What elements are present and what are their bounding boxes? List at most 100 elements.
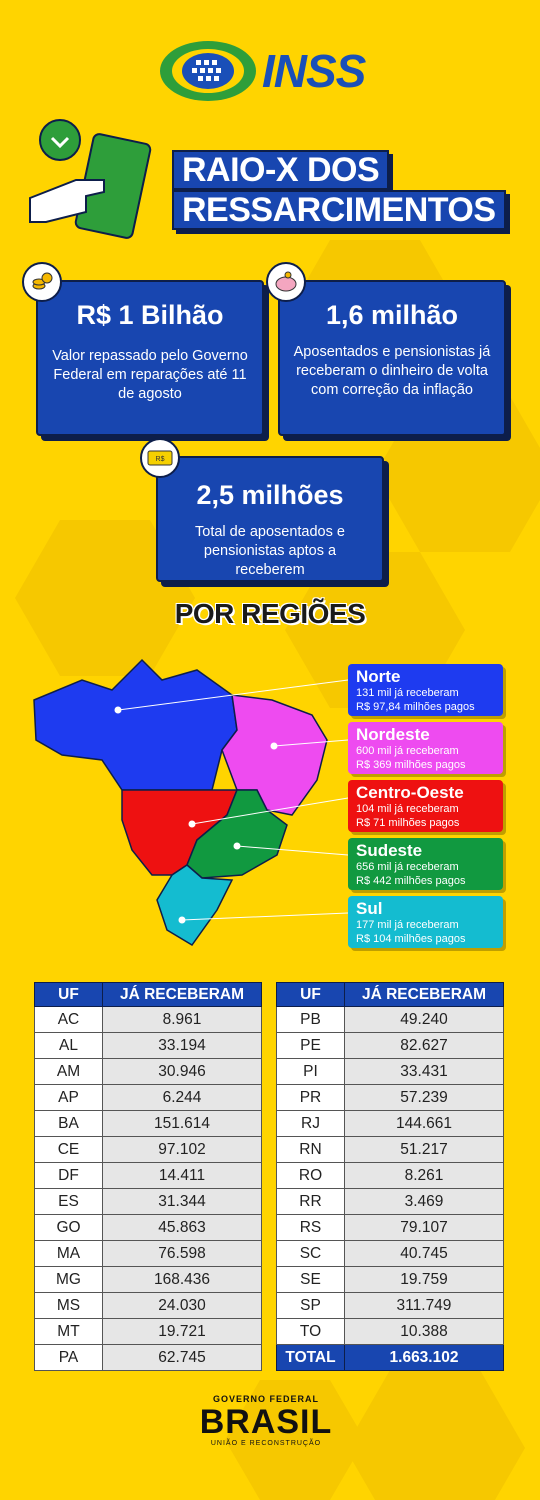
region-card-centro-oeste: Centro-Oeste 104 mil já receberam R$ 71 …: [348, 780, 503, 832]
title-line-2: RESSARCIMENTOS: [172, 190, 506, 230]
table-row: TO 10.388: [276, 1318, 504, 1345]
table-body: AC 8.961 AL 33.194 AM 30.946 AP 6.244 BA 151.614 C…: [34, 1006, 262, 1371]
cell-received: 3.469: [344, 1188, 504, 1215]
table-total-row: TOTAL 1.663.102: [276, 1344, 504, 1371]
state-table-left: UF JÁ RECEBERAM AC 8.961 AL 33.194 AM 30.946 A…: [34, 982, 262, 1371]
cell-received: 14.411: [102, 1162, 262, 1189]
table-row: RS 79.107: [276, 1214, 504, 1241]
stat-card-received: 1,6 milhão Aposentados e pensionistas já…: [278, 280, 506, 436]
table-row: DF 14.411: [34, 1162, 262, 1189]
state-table-right: UF JÁ RECEBERAM PB 49.240 PE 82.627 PI 33.431…: [276, 982, 504, 1371]
table-body: PB 49.240 PE 82.627 PI 33.431 PR 57.239 RJ 144.66…: [276, 1006, 504, 1371]
government-footer-logo: GOVERNO FEDERAL BRASIL UNIÃO E RECONSTRU…: [196, 1394, 336, 1447]
cell-uf: MA: [34, 1240, 103, 1267]
cell-uf: AP: [34, 1084, 103, 1111]
stat-description: Valor repassado pelo Governo Federal em …: [52, 348, 248, 402]
page-title: RAIO-X DOS RESSARCIMENTOS: [172, 150, 506, 230]
cell-uf: SE: [276, 1266, 345, 1293]
cell-uf: SP: [276, 1292, 345, 1319]
table-row: MT 19.721: [34, 1318, 262, 1345]
footer-top-text: GOVERNO FEDERAL: [212, 1394, 319, 1404]
phone-payment-icon: [29, 119, 152, 239]
cell-received: 51.217: [344, 1136, 504, 1163]
stat-value: 1,6 milhão: [325, 300, 459, 330]
map-region-norte: [33, 658, 238, 791]
cell-uf: RS: [276, 1214, 345, 1241]
cell-received: 151.614: [102, 1110, 262, 1137]
cell-received: 49.240: [344, 1006, 504, 1033]
regions-title: POR REGIÕES: [174, 598, 366, 629]
cell-uf: SC: [276, 1240, 345, 1267]
cell-uf: DF: [34, 1162, 103, 1189]
cell-uf: RN: [276, 1136, 345, 1163]
table-row: RR 3.469: [276, 1188, 504, 1215]
table-row: PA 62.745: [34, 1344, 262, 1371]
cell-received: 311.749: [344, 1292, 504, 1319]
stat-value: 2,5 milhões: [196, 480, 344, 510]
coins-icon: [22, 262, 62, 302]
cell-received: 79.107: [344, 1214, 504, 1241]
table-row: PI 33.431: [276, 1058, 504, 1085]
table-row: MA 76.598: [34, 1240, 262, 1267]
table-row: CE 97.102: [34, 1136, 262, 1163]
cell-uf: MG: [34, 1266, 103, 1293]
cell-uf: MT: [34, 1318, 103, 1345]
stat-card-billion: R$ 1 Bilhão Valor repassado pelo Governo…: [36, 280, 264, 436]
table-row: MS 24.030: [34, 1292, 262, 1319]
stat-value: R$ 1 Bilhão: [76, 300, 224, 330]
map-region-sul: [156, 864, 234, 946]
cell-received: 45.863: [102, 1214, 262, 1241]
logo-text: INSS: [262, 45, 366, 97]
cell-received: 168.436: [102, 1266, 262, 1293]
inss-logo: INSS: [158, 36, 388, 106]
cell-uf: RO: [276, 1162, 345, 1189]
cell-uf: BA: [34, 1110, 103, 1137]
column-header-received: JÁ RECEBERAM: [102, 982, 262, 1007]
region-card-sudeste: Sudeste 656 mil já receberam R$ 442 milh…: [348, 838, 503, 890]
cell-uf: AM: [34, 1058, 103, 1085]
cell-uf: PE: [276, 1032, 345, 1059]
piggy-bank-icon: [266, 262, 306, 302]
table-row: RO 8.261: [276, 1162, 504, 1189]
table-row: AP 6.244: [34, 1084, 262, 1111]
cell-uf: CE: [34, 1136, 103, 1163]
table-row: GO 45.863: [34, 1214, 262, 1241]
footer-bottom-text: UNIÃO E RECONSTRUÇÃO: [210, 1440, 322, 1447]
cell-received: 10.388: [344, 1318, 504, 1345]
total-label: TOTAL: [276, 1344, 345, 1371]
cell-uf: TO: [276, 1318, 345, 1345]
cell-uf: ES: [34, 1188, 103, 1215]
cell-received: 24.030: [102, 1292, 262, 1319]
map-region-nordeste: [221, 694, 328, 816]
cell-received: 82.627: [344, 1032, 504, 1059]
brazil-regions-map: [33, 658, 349, 946]
table-row: BA 151.614: [34, 1110, 262, 1137]
cell-received: 8.961: [102, 1006, 262, 1033]
cell-uf: AL: [34, 1032, 103, 1059]
money-bill-icon: R$: [140, 438, 180, 478]
cell-uf: RJ: [276, 1110, 345, 1137]
region-card-norte: Norte 131 mil já receberam R$ 97,84 milh…: [348, 664, 503, 716]
cell-received: 97.102: [102, 1136, 262, 1163]
cell-received: 19.721: [102, 1318, 262, 1345]
title-line-1: RAIO-X DOS: [172, 150, 390, 190]
stat-description: Total de aposentados e pensionistas apto…: [195, 524, 345, 578]
table-row: AL 33.194: [34, 1032, 262, 1059]
cell-received: 30.946: [102, 1058, 262, 1085]
stat-card-eligible: 2,5 milhões Total de aposentados e pensi…: [156, 456, 384, 582]
cell-received: 57.239: [344, 1084, 504, 1111]
table-row: SP 311.749: [276, 1292, 504, 1319]
cell-received: 76.598: [102, 1240, 262, 1267]
cell-received: 8.261: [344, 1162, 504, 1189]
cell-uf: GO: [34, 1214, 103, 1241]
column-header-uf: UF: [276, 982, 345, 1007]
stat-description: Aposentados e pensionistas já receberam …: [293, 344, 491, 398]
cell-uf: RR: [276, 1188, 345, 1215]
table-row: ES 31.344: [34, 1188, 262, 1215]
footer-main-text: BRASIL: [199, 1403, 333, 1441]
cell-uf: MS: [34, 1292, 103, 1319]
cell-received: 19.759: [344, 1266, 504, 1293]
cell-received: 6.244: [102, 1084, 262, 1111]
table-row: AC 8.961: [34, 1006, 262, 1033]
table-row: PE 82.627: [276, 1032, 504, 1059]
